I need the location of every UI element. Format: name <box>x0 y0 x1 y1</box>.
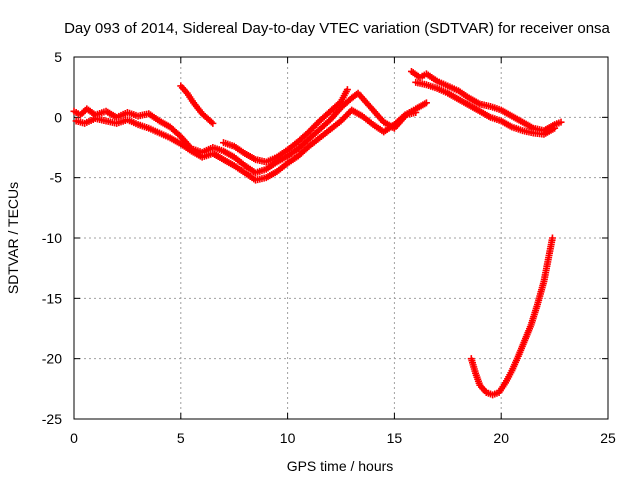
series-track-a <box>70 89 430 177</box>
data-points <box>70 67 565 399</box>
chart-title: Day 093 of 2014, Sidereal Day-to-day VTE… <box>64 20 610 37</box>
data-point <box>551 124 559 132</box>
x-tick-label: 5 <box>177 430 185 446</box>
series-track-g <box>467 234 556 399</box>
x-tick-label: 25 <box>600 430 616 446</box>
y-tick-label: 5 <box>54 49 62 65</box>
y-tick-label: -15 <box>42 290 62 306</box>
series-track-d <box>177 82 217 127</box>
axis-ticks: 0 5 10 15 20 25 5 0 -5 -10 -15 -20 -25 <box>42 49 616 446</box>
y-tick-label: -20 <box>42 351 62 367</box>
y-tick-label: -5 <box>50 170 63 186</box>
y-tick-label: 0 <box>54 109 62 125</box>
y-axis-label: SDTVAR / TECUs <box>5 182 21 294</box>
y-tick-label: -10 <box>42 230 62 246</box>
y-tick-label: -25 <box>42 411 62 427</box>
data-point <box>400 112 408 120</box>
series-track-e <box>407 67 565 135</box>
x-tick-label: 10 <box>280 430 296 446</box>
data-point <box>209 119 217 127</box>
series-track-f <box>412 78 559 138</box>
x-tick-label: 15 <box>387 430 403 446</box>
data-point <box>548 234 556 242</box>
data-point <box>207 118 215 126</box>
data-point <box>422 99 430 107</box>
series-track-c <box>220 86 351 166</box>
data-point <box>557 118 565 126</box>
data-point <box>412 109 420 117</box>
x-tick-label: 20 <box>493 430 509 446</box>
data-point <box>343 86 351 94</box>
x-axis-label: GPS time / hours <box>287 458 394 474</box>
x-tick-label: 0 <box>70 430 78 446</box>
series-track-b <box>72 106 420 184</box>
